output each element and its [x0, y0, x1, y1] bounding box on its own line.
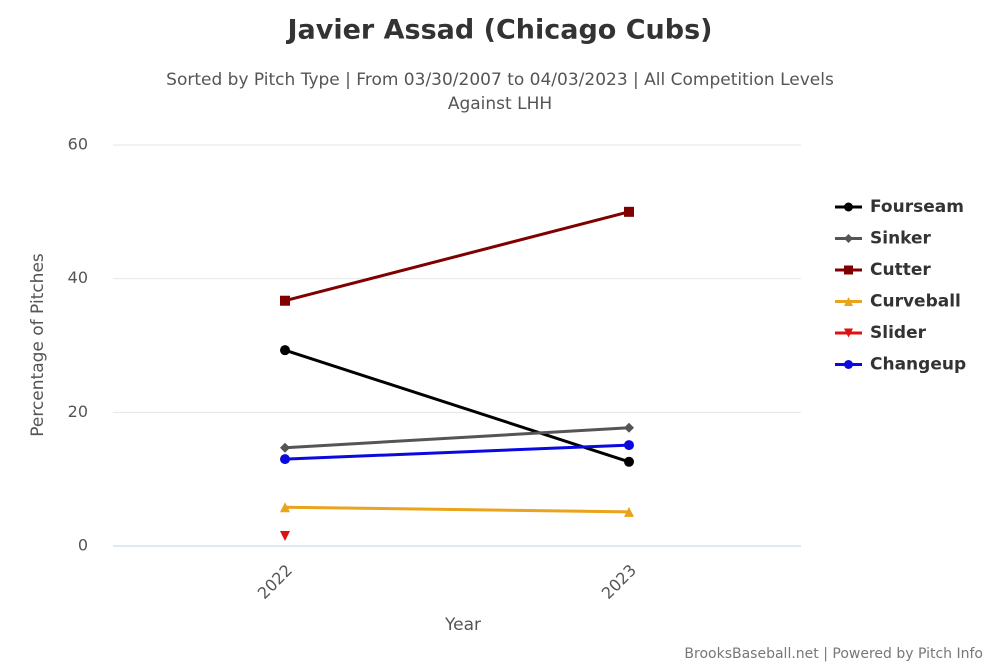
series-line [284, 426, 630, 450]
marker [624, 456, 634, 467]
chart-subtitle: Sorted by Pitch Type | From 03/30/2007 t… [166, 70, 834, 90]
x-tick-label: 2023 [598, 561, 640, 603]
marker [624, 506, 634, 517]
marker [844, 328, 853, 338]
marker [844, 297, 853, 306]
legend-label: Changeup [870, 355, 966, 375]
marker [280, 442, 290, 453]
legend-label: Sinker [870, 229, 932, 249]
marker [280, 502, 290, 513]
marker [844, 234, 853, 243]
y-tick-label: 40 [68, 268, 88, 287]
legend-label: Fourseam [870, 197, 964, 217]
series-line [284, 348, 630, 464]
marker [280, 454, 290, 465]
legend-label: Curveball [870, 292, 961, 312]
legend-label: Cutter [870, 260, 931, 280]
y-tick-label: 0 [78, 536, 88, 555]
credit: BrooksBaseball.net | Powered by Pitch In… [684, 646, 983, 662]
chart-title: Javier Assad (Chicago Cubs) [285, 15, 712, 46]
marker [624, 440, 634, 451]
marker [624, 422, 634, 433]
y-tick-label: 20 [68, 402, 88, 421]
marker [280, 345, 290, 356]
y-axis-title: Percentage of Pitches [28, 253, 48, 437]
marker [844, 265, 853, 275]
legend-label: Slider [870, 323, 927, 343]
series-line [284, 505, 630, 514]
x-tick-label: 2022 [254, 561, 296, 603]
marker [280, 530, 290, 541]
series-line [284, 443, 630, 461]
marker [280, 295, 290, 306]
x-axis-title: Year [444, 615, 481, 635]
marker [624, 206, 634, 217]
series-line [284, 210, 630, 303]
y-tick-label: 60 [68, 135, 88, 154]
marker [844, 202, 853, 212]
marker [844, 360, 853, 369]
chart-subtitle: Against LHH [448, 94, 552, 114]
